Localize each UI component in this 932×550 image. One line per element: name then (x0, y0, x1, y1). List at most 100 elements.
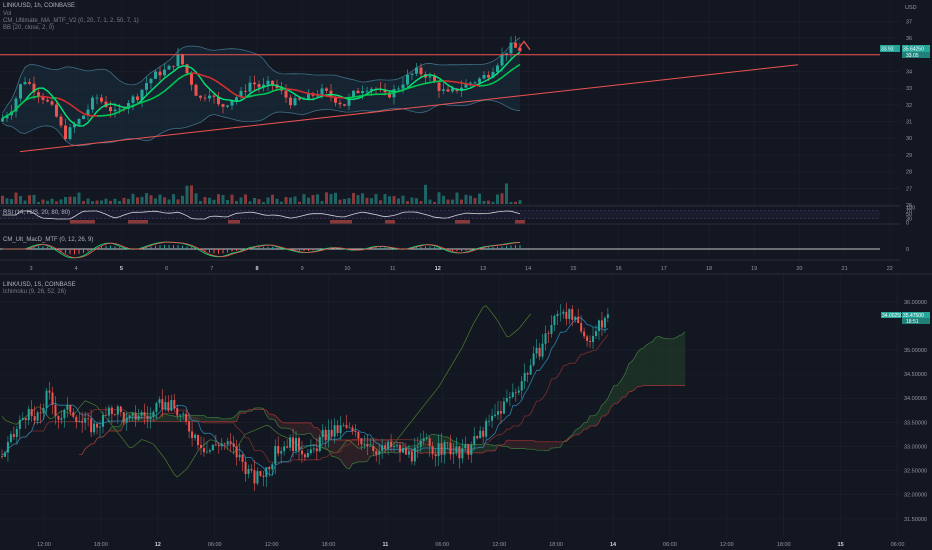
bottom-candle (84, 418, 87, 423)
bottom-candle (446, 442, 449, 443)
volume-bar (437, 192, 441, 204)
ma-slow-segment (389, 91, 395, 95)
top-candle (50, 101, 54, 105)
macd-label: CM_Ult_MacD_MTF (0, 12, 26, 9) (3, 237, 93, 243)
volume-bar (455, 192, 459, 204)
top-time-axis[interactable]: 3 4 5 6 7 8 9 10 11 12 13 14 15 16 17 18 19 20 21 22 (29, 266, 892, 272)
top-price-tick: 27 (906, 186, 912, 192)
volume-bar (104, 198, 108, 204)
bottom-pane[interactable]: LINK/USD, 1S, COINBASE Ichimoku (9, 26, … (0, 273, 932, 548)
ma-slow-segment (150, 96, 156, 100)
volume-bar (41, 199, 45, 204)
bottom-time-axis[interactable]: 12:00 18:00 12 06:00 12:00 18:00 11 06:00 12:00 1… (37, 542, 904, 548)
ma-slow-segment (2, 114, 8, 119)
cloud-segment (542, 441, 546, 451)
top-time-tick: 22 (887, 266, 893, 272)
ichimoku-lagging-span (1, 305, 531, 478)
bottom-candle (583, 331, 586, 337)
ma-slow-segment (470, 83, 476, 87)
volume-bar (401, 195, 405, 204)
cloud-segment (590, 415, 594, 427)
volume-bar (392, 196, 396, 204)
bottom-candle (247, 469, 250, 474)
bottom-candle (523, 372, 526, 382)
volume-bar (86, 198, 90, 204)
top-legend-bb: BB (20, close, 2, 0) (3, 25, 54, 31)
bottom-candle (357, 432, 360, 439)
bottom-price-tick: 33.50000 (904, 420, 927, 426)
top-price-tag-left: 33.93 (881, 47, 894, 53)
bottom-candle (30, 409, 33, 417)
top-pane[interactable]: RSI (14, Hi/S, 20, 80, 80) CM_Ult_MacD_M… (0, 0, 932, 272)
ma-slow-segment (353, 95, 359, 98)
bottom-candle (485, 420, 488, 437)
cloud-segment (518, 440, 522, 449)
top-candle (415, 67, 418, 74)
bollinger-lower (2, 99, 521, 147)
bottom-candle (410, 451, 413, 462)
bottom-candle (401, 448, 404, 453)
bottom-candle (508, 396, 511, 399)
top-price-tick: 34 (906, 69, 912, 75)
cloud-segment (162, 413, 166, 422)
volume-bars (1, 183, 522, 204)
bottom-candle (348, 427, 351, 429)
ma-slow-segment (402, 87, 408, 91)
cloud-segment (492, 444, 496, 451)
volume-bar (10, 199, 13, 204)
ichimoku-conversion-line (2, 316, 609, 477)
top-time-tick: 20 (796, 266, 802, 272)
top-time-tick: 16 (616, 266, 622, 272)
trendline[interactable] (19, 64, 799, 153)
ma-slow-segment (456, 81, 462, 84)
volume-bar (100, 200, 103, 204)
bottom-candle (24, 418, 27, 421)
bottom-candle (502, 401, 505, 414)
bottom-time-tick: 12 (155, 542, 161, 548)
ma-slow-segment (69, 103, 75, 109)
top-candle (482, 74, 486, 79)
volume-bar (154, 198, 157, 204)
cloud-segment (509, 440, 513, 449)
bottom-candle (378, 451, 381, 455)
top-price-tick: 33 (906, 86, 912, 92)
ma-slow-segment (65, 100, 71, 105)
volume-bar (167, 199, 171, 204)
bottom-candle (339, 425, 342, 434)
bottom-candle (253, 470, 256, 484)
top-price-axis[interactable]: USD 26272829303132333435363710070503000 (900, 0, 932, 260)
bottom-candle (197, 434, 200, 446)
ma-slow-segment (114, 110, 120, 115)
bottom-candle (595, 331, 597, 336)
ma-slow-segment (483, 83, 489, 87)
volume-bar (37, 201, 40, 204)
volume-bar (199, 200, 202, 204)
bottom-candle (372, 446, 375, 452)
bottom-candle (375, 451, 378, 455)
cloud-segment (281, 421, 285, 429)
top-time-tick: 9 (301, 266, 304, 272)
ma-slow-segment (146, 98, 152, 102)
ma-slow-segment (105, 114, 111, 117)
volume-bar (203, 197, 207, 204)
cloud-segment (640, 348, 644, 387)
bottom-candle (366, 444, 369, 447)
cloud-segment (682, 331, 686, 386)
rsi-box (330, 220, 352, 224)
bottom-candle (250, 469, 253, 471)
top-candle (46, 99, 49, 102)
macd-pane: CM_Ult_MacD_MTF (0, 12, 26, 9) (0, 237, 880, 259)
volume-bar (478, 193, 481, 204)
volume-bar (194, 193, 198, 204)
ma-slow-segment (87, 114, 93, 117)
rsi-oversold-boxes (70, 220, 525, 224)
bottom-candle (286, 446, 289, 448)
bottom-candle (191, 431, 194, 438)
top-candle (167, 65, 171, 70)
bottom-candle (199, 445, 202, 449)
cloud-segment (489, 444, 493, 451)
bottom-candle (434, 454, 437, 457)
bottom-candle (36, 412, 39, 421)
cloud-segment (536, 441, 540, 451)
